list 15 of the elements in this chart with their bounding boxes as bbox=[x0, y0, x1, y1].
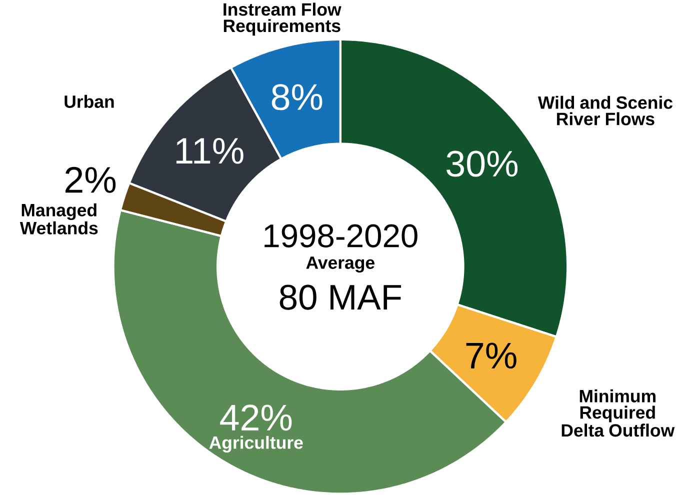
slice-label: Urban bbox=[64, 94, 114, 108]
slice-label: Managed Wetlands bbox=[20, 203, 98, 234]
slice-label: Minimum Required Delta Outflow bbox=[562, 389, 675, 437]
data-label: 8% bbox=[272, 84, 322, 110]
data-label: 42% bbox=[220, 404, 292, 431]
slice-label: Wild and Scenic River Flows bbox=[538, 96, 673, 126]
slice-label: Agriculture bbox=[209, 436, 303, 453]
data-label: 7% bbox=[466, 342, 516, 369]
text: 80 MAF bbox=[280, 284, 402, 310]
text: Average bbox=[306, 256, 374, 273]
data-label: 30% bbox=[446, 150, 518, 177]
text: 1998-2020 bbox=[264, 224, 418, 248]
data-label: 11% bbox=[176, 138, 244, 164]
slice-label: Instream Flow Requirements bbox=[224, 2, 342, 36]
data-label: 2% bbox=[66, 166, 116, 193]
